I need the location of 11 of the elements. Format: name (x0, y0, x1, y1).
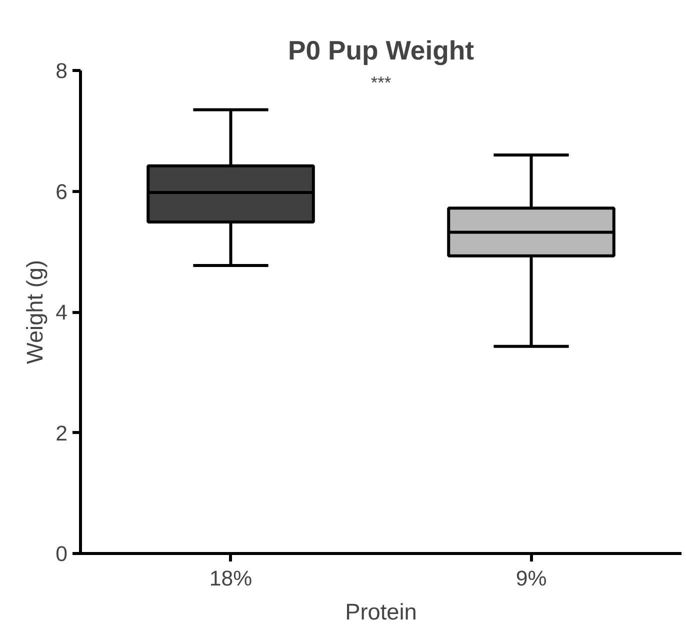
y-axis-title: Weight (g) (22, 260, 48, 364)
y-tick-label: 8 (56, 59, 68, 83)
y-tick-label: 4 (56, 300, 68, 324)
y-tick-label: 0 (56, 542, 68, 566)
x-tick-label: 18% (209, 566, 252, 590)
y-tick-label: 2 (56, 421, 68, 446)
x-tick-label: 9% (516, 566, 547, 590)
y-tick-label: 6 (56, 180, 68, 204)
chart-title: P0 Pup Weight (288, 36, 474, 66)
x-axis-title: Protein (345, 598, 417, 624)
annotation: *** (370, 72, 392, 93)
